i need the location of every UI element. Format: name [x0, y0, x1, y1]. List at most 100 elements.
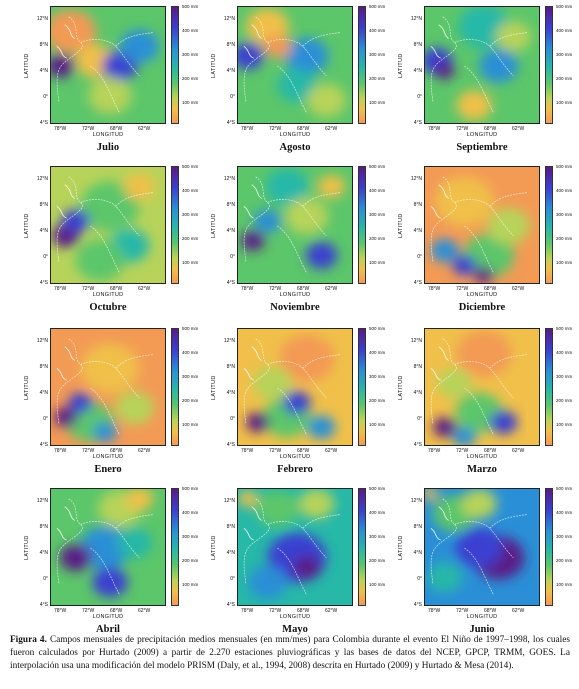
precip-region [285, 37, 329, 75]
precip-region [474, 266, 494, 283]
lat-tick-label: 8°N [39, 524, 48, 530]
precipitation-map [424, 488, 540, 606]
precip-region [489, 410, 518, 435]
precip-region [434, 62, 455, 80]
colorbar-label: 300 mm [182, 534, 199, 539]
lat-tick-label: 4°N [226, 390, 235, 396]
lon-tick-label: 68°W [297, 286, 310, 292]
colorbar-label: 500 mm [182, 4, 199, 9]
border-lines [56, 16, 154, 114]
border-lines [430, 176, 528, 274]
lat-tick-label: 4°S [413, 602, 422, 608]
coastline [243, 24, 262, 59]
x-axis-label: LONGITUD [92, 454, 124, 460]
colorbar [171, 166, 179, 284]
precip-region [79, 526, 131, 570]
map-panel-febrero: 500 mm 400 mm 300 mm 200 mm 100 mm 12°N 8°N 4°N… [197, 324, 387, 484]
lat-tick-label: 4°N [413, 550, 422, 556]
colorbar-label: 500 mm [556, 326, 573, 331]
colorbar-label: 400 mm [369, 510, 386, 515]
colorbar-label: 500 mm [369, 486, 386, 491]
y-axis-label: LATITUD [398, 53, 404, 78]
colorbar-label: 500 mm [369, 4, 386, 9]
lon-tick-label: 68°W [297, 126, 310, 132]
y-axis-label: LATITUD [211, 53, 217, 78]
lat-tick-label: 8°N [226, 42, 235, 48]
precip-region [285, 197, 329, 235]
month-title: Julio [96, 142, 120, 153]
lat-tick-label: 0° [417, 254, 422, 260]
precip-region [68, 392, 93, 413]
coastline [56, 24, 75, 59]
lon-tick-label: 62°W [138, 608, 151, 614]
lat-tick-label: 4°N [413, 390, 422, 396]
colorbar-label: 500 mm [556, 4, 573, 9]
colorbar-label: 500 mm [556, 486, 573, 491]
precip-region [92, 567, 128, 598]
precipitation-map [237, 488, 353, 606]
lat-tick-label: 4°N [39, 228, 48, 234]
colorbar-label: 200 mm [369, 558, 386, 563]
lat-tick-label: 4°S [226, 280, 235, 286]
lat-tick-label: 4°N [413, 68, 422, 74]
colorbar-label: 200 mm [182, 398, 199, 403]
border-lines [430, 498, 528, 596]
precip-region [298, 489, 335, 519]
precip-region [495, 21, 532, 52]
y-axis-label: LATITUD [24, 375, 30, 400]
lon-tick-label: 78°W [54, 608, 67, 614]
colorbar-label: 300 mm [182, 212, 199, 217]
map-panel-noviembre: 500 mm 400 mm 300 mm 200 mm 100 mm 12°N 8°N 4°N… [197, 162, 387, 322]
precip-region [240, 230, 265, 251]
lat-tick-label: 12°N [410, 176, 422, 182]
colorbar-label: 200 mm [369, 236, 386, 241]
lon-tick-label: 68°W [110, 126, 123, 132]
lat-tick-label: 12°N [36, 16, 48, 22]
colorbar [358, 488, 366, 606]
colorbar-label: 300 mm [369, 534, 386, 539]
x-axis-label: LONGITUD [279, 292, 311, 298]
lat-tick-label: 12°N [223, 498, 235, 504]
caption-label: Figura 4. [10, 635, 47, 645]
colorbar-label: 300 mm [369, 212, 386, 217]
colorbar-label: 400 mm [182, 188, 199, 193]
lat-tick-label: 8°N [413, 524, 422, 530]
precip-region [317, 174, 346, 199]
precipitation-map [50, 6, 166, 124]
lat-tick-label: 8°N [226, 364, 235, 370]
y-axis-label: LATITUD [398, 375, 404, 400]
y-axis-label: LATITUD [398, 535, 404, 560]
lat-tick-label: 0° [417, 576, 422, 582]
precip-region [123, 173, 156, 201]
colorbar-label: 200 mm [182, 236, 199, 241]
colorbar [545, 6, 553, 124]
lon-tick-label: 72°W [269, 448, 282, 454]
lat-tick-label: 0° [43, 576, 48, 582]
precip-region [238, 490, 258, 508]
y-axis-label: LATITUD [211, 375, 217, 400]
map-panel-septiembre: 500 mm 400 mm 300 mm 200 mm 100 mm 12°N 8°N 4°N… [384, 2, 574, 162]
month-title: Abril [96, 624, 120, 635]
precip-region [59, 544, 92, 572]
lat-tick-label: 0° [417, 94, 422, 100]
precip-region [51, 54, 75, 78]
month-title: Junio [469, 624, 495, 635]
lat-tick-label: 0° [417, 416, 422, 422]
colorbar-label: 300 mm [556, 374, 573, 379]
precip-region [61, 209, 90, 233]
precip-region [434, 176, 494, 227]
month-title: Marzo [467, 464, 497, 475]
lat-tick-label: 12°N [410, 16, 422, 22]
lon-tick-label: 78°W [241, 448, 254, 454]
colorbar-label: 200 mm [556, 398, 573, 403]
lat-tick-label: 12°N [36, 498, 48, 504]
lon-tick-label: 62°W [512, 126, 525, 132]
lon-tick-label: 78°W [428, 448, 441, 454]
lat-tick-label: 8°N [39, 364, 48, 370]
border-lines [430, 16, 528, 114]
map-panel-mayo: 500 mm 400 mm 300 mm 200 mm 100 mm 12°N 8°N 4°N… [197, 484, 387, 644]
colorbar-label: 100 mm [556, 582, 573, 587]
precip-region [426, 562, 463, 593]
lat-tick-label: 12°N [223, 176, 235, 182]
lat-tick-label: 4°S [413, 280, 422, 286]
